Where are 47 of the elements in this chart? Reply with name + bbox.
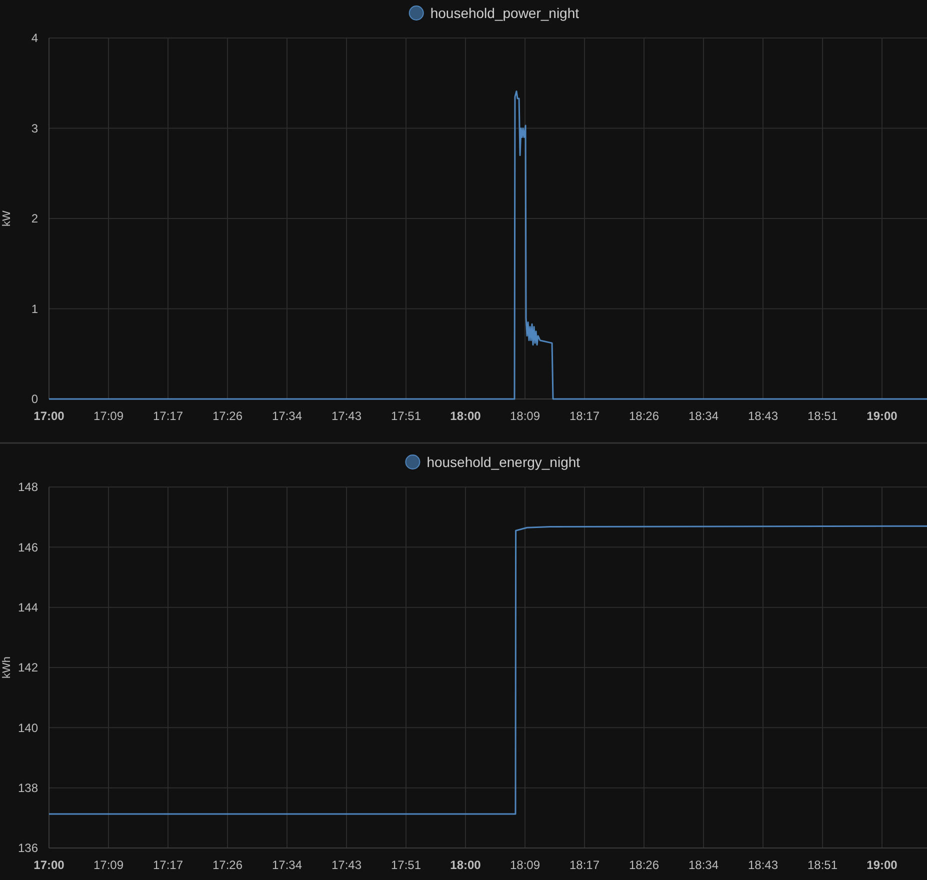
x-tick-label: 18:17 [569,409,600,423]
x-tick-label: 17:51 [390,409,422,423]
x-tick-label: 18:17 [569,858,600,872]
y-tick-label: 146 [18,540,38,554]
y-tick-label: 2 [31,212,38,226]
x-tick-label: 18:09 [510,409,540,423]
x-tick-label: 19:00 [866,858,898,872]
x-tick-label: 18:51 [808,858,838,872]
y-tick-label: 3 [31,121,38,136]
x-tick-label: 17:26 [212,858,243,872]
x-tick-label: 17:17 [152,409,184,423]
x-tick-label: 18:26 [628,858,660,872]
x-tick-label: 17:00 [34,409,65,423]
x-tick-label: 17:34 [272,858,302,872]
x-tick-label: 18:51 [808,409,838,423]
x-tick-label: 18:00 [450,409,482,423]
x-tick-label: 17:09 [93,409,124,423]
y-tick-label: 0 [31,392,38,406]
x-tick-label: 17:00 [34,858,65,872]
y-tick-label: 136 [18,841,38,856]
y-tick-label: 148 [18,480,38,494]
y-axis-title: kW [1,210,13,226]
x-tick-label: 18:43 [748,409,778,423]
y-tick-label: 142 [18,660,38,675]
x-tick-label: 18:34 [688,858,719,872]
y-tick-label: 140 [18,720,38,735]
y-tick-label: 144 [18,600,38,615]
x-tick-label: 17:17 [152,858,184,872]
x-tick-label: 17:34 [272,409,302,423]
y-tick-label: 1 [31,302,38,316]
x-tick-label: 18:00 [450,858,482,872]
x-tick-label: 19:00 [866,409,898,423]
x-tick-label: 17:43 [331,858,362,872]
legend-label: household_energy_night [426,454,580,470]
x-tick-label: 18:34 [688,409,719,423]
y-tick-label: 138 [18,781,38,796]
x-tick-label: 17:51 [390,858,422,872]
legend-label: household_power_night [430,4,580,21]
x-tick-label: 18:26 [628,409,660,423]
x-tick-label: 18:43 [748,858,778,872]
y-tick-label: 4 [31,31,38,46]
x-tick-label: 17:43 [331,409,362,423]
line-series [48,525,927,815]
x-tick-label: 18:09 [510,858,540,872]
x-tick-label: 17:09 [93,858,124,872]
x-tick-label: 17:26 [212,409,243,423]
y-axis-title: kWh [1,656,13,678]
